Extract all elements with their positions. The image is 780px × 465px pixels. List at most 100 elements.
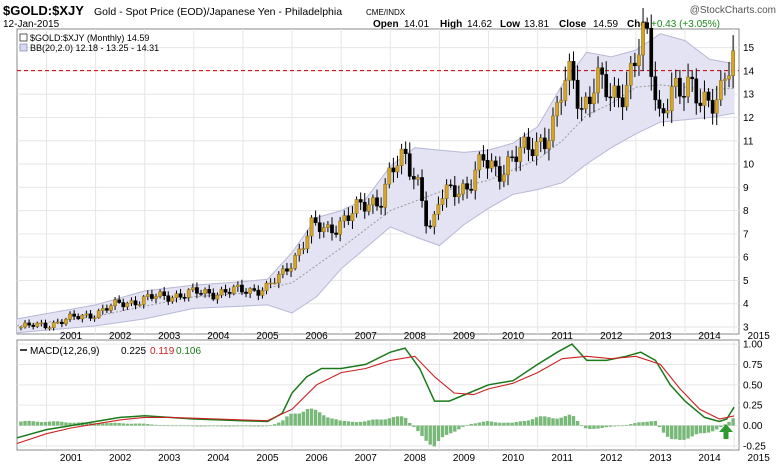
signal-legend-value: 0.119 <box>150 346 175 357</box>
candle-body <box>88 313 93 319</box>
candle-body <box>538 137 543 142</box>
up-arrow-icon <box>719 424 733 439</box>
histogram-bar <box>731 418 735 426</box>
price-y-tick-label: 4 <box>743 299 749 310</box>
histogram-bar <box>264 425 269 427</box>
candle-body <box>276 273 281 284</box>
histogram-bar <box>109 422 113 426</box>
histogram-bar <box>297 413 301 426</box>
histogram-bar <box>31 421 35 426</box>
candle-body <box>469 188 474 191</box>
candle-body <box>723 78 727 81</box>
price-y-tick-label: 8 <box>743 206 749 217</box>
candle-body <box>223 289 228 293</box>
watermark: @StockCharts.com <box>690 5 776 16</box>
price-y-tick-label: 10 <box>743 160 755 171</box>
histogram-bar <box>408 422 412 426</box>
macd-y-tick-label: -0.25 <box>743 441 766 452</box>
price-legend-swatch <box>19 33 28 42</box>
candle-body <box>31 324 36 327</box>
candle-body <box>641 22 645 56</box>
candle-body <box>383 183 388 208</box>
candle-body <box>334 232 338 235</box>
candle-body <box>497 166 502 182</box>
price-y-tick-label: 9 <box>743 183 749 194</box>
macd-x-tick-label: 2015 <box>748 453 771 464</box>
histogram-bar <box>289 413 293 426</box>
candle-body <box>412 176 416 180</box>
macd-x-tick-label: 2003 <box>158 453 181 464</box>
candle-body <box>493 160 498 167</box>
macd-x-tick-label: 2004 <box>207 453 230 464</box>
histogram-bar <box>223 425 228 427</box>
histogram-bar <box>285 416 289 426</box>
price-x-tick-label: 2002 <box>109 331 132 342</box>
histogram-bar <box>281 420 285 426</box>
candle-body <box>109 305 113 311</box>
histogram-bar <box>657 425 662 428</box>
candle-body <box>657 99 662 109</box>
candle-body <box>678 77 682 97</box>
histogram-bar <box>670 425 674 440</box>
histogram-bar <box>211 425 215 427</box>
candle-body <box>158 291 162 297</box>
histogram-bar <box>191 425 195 427</box>
histogram-bar <box>624 425 629 426</box>
candle-body <box>424 200 428 227</box>
candle-body <box>35 322 40 327</box>
candle-body <box>416 177 420 180</box>
candle-body <box>354 199 359 214</box>
candle-body <box>661 108 666 114</box>
candle-body <box>506 156 510 176</box>
candle-body <box>203 289 207 294</box>
histogram-bar <box>416 425 420 432</box>
candle-body <box>47 327 52 329</box>
histogram-bar <box>723 424 727 426</box>
histogram-bar <box>125 423 130 426</box>
histogram-bar <box>592 425 596 429</box>
histogram-bar <box>301 411 306 426</box>
histogram-bar <box>43 421 48 426</box>
histogram-bar <box>661 425 666 433</box>
histogram-bar <box>358 421 363 426</box>
histogram-bar <box>424 425 428 441</box>
candle-body <box>305 235 310 250</box>
candle-body <box>293 255 298 269</box>
price-y-tick-label: 11 <box>743 136 754 147</box>
high-value: 14.62 <box>467 19 492 30</box>
high-label: High <box>440 19 462 30</box>
histogram-bar <box>461 425 465 427</box>
candle-body <box>39 322 44 325</box>
candle-body <box>199 293 203 295</box>
candle-body <box>182 297 187 299</box>
histogram-bar <box>137 423 142 426</box>
histogram-bar <box>207 425 211 427</box>
histogram-bar <box>678 425 682 440</box>
histogram-bar <box>571 416 576 426</box>
macd-x-tick-label: 2014 <box>698 453 721 464</box>
histogram-bar <box>51 421 56 426</box>
histogram-bar <box>334 419 338 426</box>
candle-body <box>338 220 343 235</box>
candle-body <box>579 108 584 110</box>
chart-symbol: $GOLD:$XJY <box>3 3 84 18</box>
price-y-tick-label: 12 <box>743 113 755 124</box>
histogram-bar <box>567 414 572 426</box>
candle-body <box>105 308 109 311</box>
histogram-bar <box>121 423 125 426</box>
macd-x-tick-label: 2008 <box>404 453 427 464</box>
price-x-tick-label: 2007 <box>355 331 378 342</box>
candle-body <box>461 183 465 195</box>
histogram-bar <box>469 423 473 426</box>
price-y-tick-label: 6 <box>743 253 749 264</box>
histogram-bar <box>203 425 207 427</box>
bollinger-band-fill <box>17 33 735 333</box>
histogram-bar <box>616 425 621 427</box>
histogram-bar <box>543 416 547 426</box>
histogram-bar <box>555 418 559 426</box>
macd-legend-value: 0.225 <box>121 346 146 357</box>
histogram-bar <box>641 422 645 426</box>
histogram-bar <box>96 423 101 426</box>
quote-bar: Open 14.01 High 14.62 Low 13.81 Close 14… <box>373 19 720 30</box>
candle-body <box>375 197 379 207</box>
